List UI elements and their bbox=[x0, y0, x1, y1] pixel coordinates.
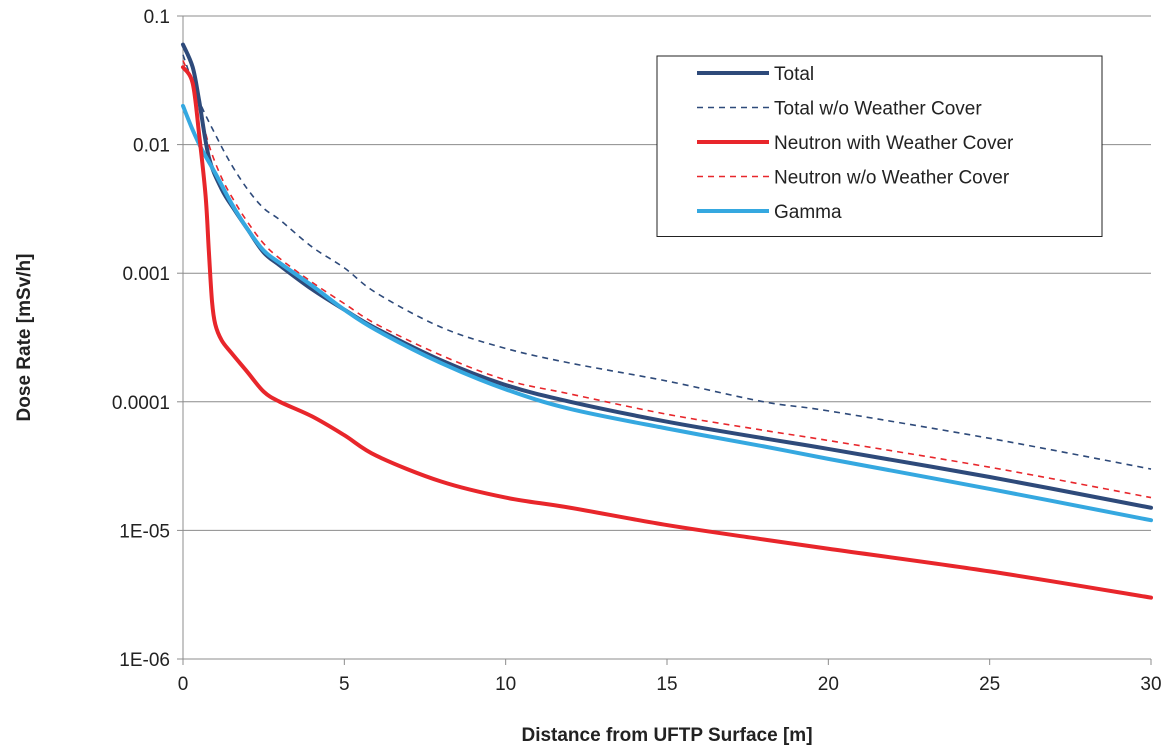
x-tick-label: 0 bbox=[178, 674, 189, 695]
y-tick-label: 0.01 bbox=[133, 136, 170, 157]
y-tick-label: 1E-06 bbox=[119, 650, 170, 671]
x-tick-label: 10 bbox=[495, 674, 516, 695]
y-tick-label: 0.1 bbox=[144, 7, 170, 28]
tick-labels: 0 5 10 15 20 25 30 0.1 0.01 0.001 0.0001 1E-05 1E-06 bbox=[112, 7, 1162, 695]
x-tick-label: 30 bbox=[1140, 674, 1161, 695]
legend-label: Total bbox=[774, 64, 814, 85]
legend: Total Total w/o Weather Cover Neutron with… bbox=[656, 55, 1103, 237]
x-tick-label: 15 bbox=[656, 674, 677, 695]
legend-label: Neutron with Weather Cover bbox=[774, 133, 1014, 154]
x-tick-label: 5 bbox=[339, 674, 350, 695]
y-tick-label: 0.0001 bbox=[112, 393, 170, 414]
legend-label: Gamma bbox=[774, 202, 842, 223]
series-line-gamma bbox=[181, 103, 1153, 523]
legend-label: Neutron w/o Weather Cover bbox=[774, 168, 1010, 189]
series-line-total-w-o-weather-cover bbox=[182, 54, 1152, 470]
y-axis-label: Dose Rate [mSv/h] bbox=[14, 254, 35, 422]
y-tick-label: 1E-05 bbox=[119, 521, 170, 542]
x-axis-label: Distance from UFTP Surface [m] bbox=[521, 725, 812, 746]
series-lines bbox=[181, 42, 1153, 600]
x-tick-label: 25 bbox=[979, 674, 1000, 695]
y-tick-label: 0.001 bbox=[122, 264, 170, 285]
series-line-neutron-with-weather-cover bbox=[181, 65, 1153, 600]
x-tick-label: 20 bbox=[818, 674, 839, 695]
legend-box bbox=[656, 55, 1103, 237]
axes bbox=[177, 15, 1152, 665]
legend-label: Total w/o Weather Cover bbox=[774, 99, 982, 120]
